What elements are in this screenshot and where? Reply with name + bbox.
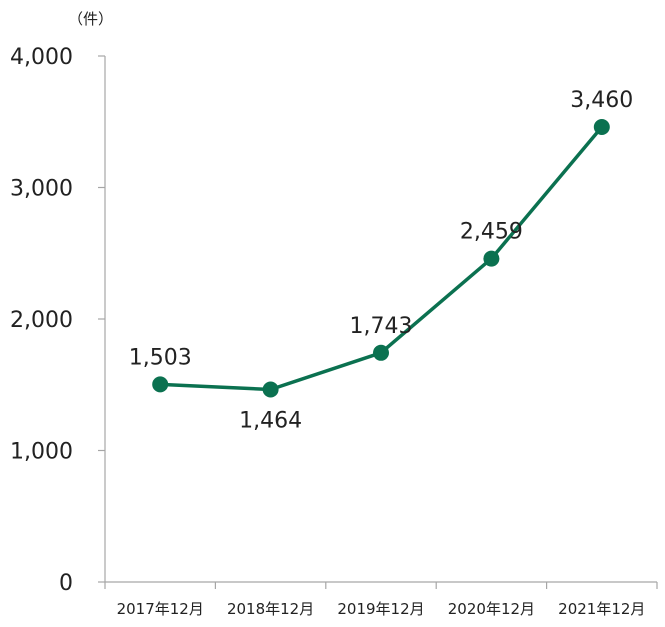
y-axis-unit-label: （件） (68, 10, 113, 28)
series-line (152, 119, 610, 398)
data-point (262, 381, 279, 398)
x-tick-label: 2017年12月 (117, 600, 204, 618)
data-label: 1,743 (350, 314, 413, 339)
data-label: 1,503 (129, 345, 192, 370)
data-point (593, 119, 610, 136)
y-tick-label: 4,000 (10, 45, 73, 70)
data-point (373, 344, 389, 361)
x-tick-label: 2019年12月 (337, 600, 424, 618)
y-tick-label: 2,000 (10, 308, 73, 333)
data-label: 3,460 (570, 88, 633, 113)
x-tick-label: 2021年12月 (558, 600, 645, 618)
data-point (483, 250, 500, 267)
y-tick-label: 1,000 (10, 440, 73, 465)
y-axis-ticks: 0 1,000 2,000 3,000 4,000 (10, 45, 105, 596)
data-label: 2,459 (460, 220, 523, 245)
data-label: 1,464 (239, 408, 302, 433)
data-labels: 1,503 1,464 1,743 2,459 3,460 (129, 88, 634, 433)
x-tick-label: 2018年12月 (227, 600, 314, 618)
y-tick-label: 0 (59, 571, 73, 596)
x-tick-label: 2020年12月 (448, 600, 535, 618)
data-point (152, 376, 169, 393)
x-axis-ticks: 2017年12月 2018年12月 2019年12月 2020年12月 2021年12月 (104, 582, 658, 618)
y-tick-label: 3,000 (10, 177, 73, 202)
